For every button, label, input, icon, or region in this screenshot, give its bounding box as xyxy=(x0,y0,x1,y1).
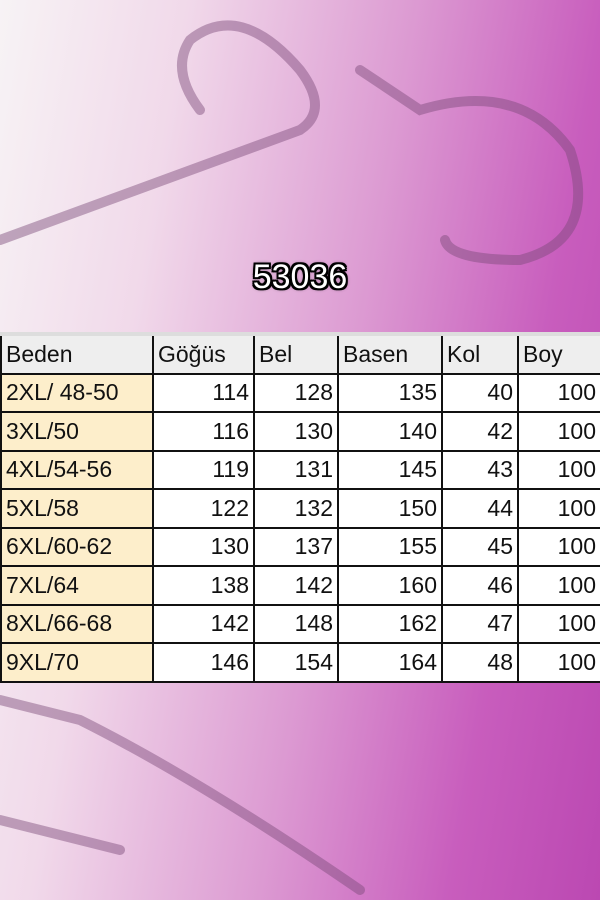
measurement-cell: 114 xyxy=(152,372,255,413)
column-header: Beden xyxy=(0,332,154,375)
measurement-cell: 100 xyxy=(517,603,600,644)
measurement-cell: 148 xyxy=(253,603,339,644)
measurement-cell: 155 xyxy=(337,526,443,567)
measurement-cell: 116 xyxy=(152,411,255,452)
size-cell: 9XL/70 xyxy=(0,642,154,683)
size-cell: 6XL/60-62 xyxy=(0,526,154,567)
measurement-cell: 40 xyxy=(441,372,519,413)
size-cell: 5XL/58 xyxy=(0,488,154,529)
measurement-cell: 47 xyxy=(441,603,519,644)
table-row: 5XL/58 122 132 150 44 100 xyxy=(0,488,600,529)
measurement-cell: 100 xyxy=(517,372,600,413)
table-row: 8XL/66-68 142 148 162 47 100 xyxy=(0,603,600,644)
measurement-cell: 46 xyxy=(441,565,519,606)
measurement-cell: 162 xyxy=(337,603,443,644)
measurement-cell: 100 xyxy=(517,642,600,683)
measurement-cell: 146 xyxy=(152,642,255,683)
measurement-cell: 43 xyxy=(441,449,519,490)
table-row: 4XL/54-56 119 131 145 43 100 xyxy=(0,449,600,490)
measurement-cell: 122 xyxy=(152,488,255,529)
column-header: Bel xyxy=(253,332,339,375)
measurement-cell: 100 xyxy=(517,449,600,490)
measurement-cell: 128 xyxy=(253,372,339,413)
size-cell: 8XL/66-68 xyxy=(0,603,154,644)
measurement-cell: 154 xyxy=(253,642,339,683)
measurement-cell: 100 xyxy=(517,565,600,606)
column-header: Basen xyxy=(337,332,443,375)
measurement-cell: 42 xyxy=(441,411,519,452)
column-header: Boy xyxy=(517,332,600,375)
table-row: 9XL/70 146 154 164 48 100 xyxy=(0,642,600,683)
measurement-cell: 164 xyxy=(337,642,443,683)
measurement-cell: 48 xyxy=(441,642,519,683)
measurement-cell: 119 xyxy=(152,449,255,490)
measurement-cell: 100 xyxy=(517,488,600,529)
measurement-cell: 138 xyxy=(152,565,255,606)
measurement-cell: 145 xyxy=(337,449,443,490)
table-row: 6XL/60-62 130 137 155 45 100 xyxy=(0,526,600,567)
measurement-cell: 44 xyxy=(441,488,519,529)
measurement-cell: 130 xyxy=(152,526,255,567)
table-row: 3XL/50 116 130 140 42 100 xyxy=(0,411,600,452)
measurement-cell: 137 xyxy=(253,526,339,567)
size-cell: 3XL/50 xyxy=(0,411,154,452)
measurement-cell: 45 xyxy=(441,526,519,567)
column-header: Kol xyxy=(441,332,519,375)
column-header: Göğüs xyxy=(152,332,255,375)
measurement-cell: 135 xyxy=(337,372,443,413)
table-row: 7XL/64 138 142 160 46 100 xyxy=(0,565,600,606)
measurement-cell: 100 xyxy=(517,526,600,567)
measurement-cell: 140 xyxy=(337,411,443,452)
measurement-cell: 150 xyxy=(337,488,443,529)
size-cell: 4XL/54-56 xyxy=(0,449,154,490)
measurement-cell: 130 xyxy=(253,411,339,452)
measurement-cell: 100 xyxy=(517,411,600,452)
measurement-cell: 131 xyxy=(253,449,339,490)
measurement-cell: 160 xyxy=(337,565,443,606)
measurement-cell: 142 xyxy=(152,603,255,644)
size-cell: 2XL/ 48-50 xyxy=(0,372,154,413)
measurement-cell: 132 xyxy=(253,488,339,529)
size-chart-table: Beden Göğüs Bel Basen Kol Boy 2XL/ 48-50 114 12… xyxy=(0,332,600,683)
product-code: 53036 xyxy=(252,258,348,296)
header-row: Beden Göğüs Bel Basen Kol Boy xyxy=(0,332,600,375)
measurement-cell: 142 xyxy=(253,565,339,606)
size-cell: 7XL/64 xyxy=(0,565,154,606)
table-row: 2XL/ 48-50 114 128 135 40 100 xyxy=(0,372,600,413)
